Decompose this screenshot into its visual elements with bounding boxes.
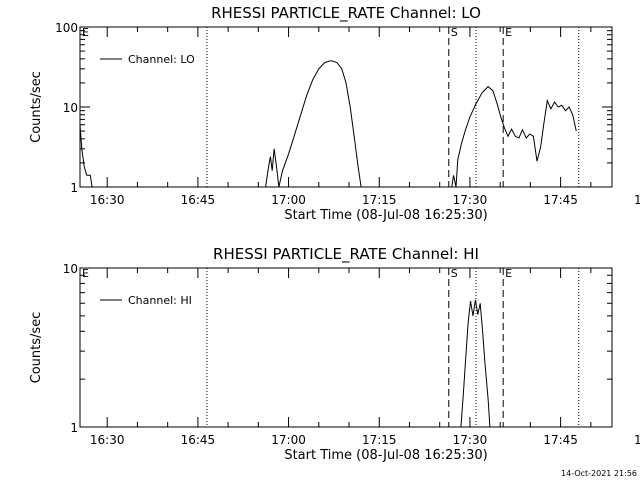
y-tick-label: 1	[70, 421, 78, 435]
footer-timestamp: 14-Oct-2021 21:56	[561, 469, 637, 478]
y-axis-label: Counts/sec	[29, 312, 44, 384]
event-marker-label: E	[505, 26, 512, 39]
x-tick-label: 17:30	[453, 433, 488, 447]
x-tick-label: 17:15	[362, 433, 397, 447]
x-axis-label: Start Time (08-Jul-08 16:25:30)	[284, 448, 487, 463]
chart-title: RHESSI PARTICLE_RATE Channel: LO	[211, 4, 481, 23]
y-tick-label: 10	[63, 262, 78, 276]
series-line-segment	[265, 148, 280, 187]
event-marker-label: S	[451, 267, 458, 280]
legend-label: Channel: LO	[128, 53, 195, 66]
x-tick-label: 16:45	[181, 433, 216, 447]
event-marker-label: E	[82, 267, 89, 280]
y-tick-label: 10	[63, 101, 78, 115]
x-tick-label: 18:00	[634, 193, 640, 207]
x-tick-label: 17:00	[271, 433, 306, 447]
x-tick-label: 17:45	[543, 433, 578, 447]
y-tick-label: 100	[55, 21, 78, 35]
x-tick-label: 17:15	[362, 193, 397, 207]
x-tick-label: 18:00	[634, 433, 640, 447]
legend-label: Channel: HI	[128, 294, 192, 307]
series-line-segment	[460, 299, 491, 427]
x-tick-label: 16:30	[90, 433, 125, 447]
x-tick-label: 17:45	[543, 193, 578, 207]
x-tick-label: 16:45	[181, 193, 216, 207]
chart-panel-1: RHESSI PARTICLE_RATE Channel: LO 1 10 100 16…	[29, 4, 640, 223]
plot-frame	[79, 267, 613, 428]
chart-title: RHESSI PARTICLE_RATE Channel: HI	[213, 245, 479, 264]
series-line-segment	[80, 124, 93, 187]
y-tick-label: 1	[70, 181, 78, 195]
x-axis-label: Start Time (08-Jul-08 16:25:30)	[284, 208, 487, 223]
series-line-segment	[451, 85, 577, 187]
event-marker-label: S	[451, 26, 458, 39]
series-line-segment	[278, 60, 362, 187]
y-axis-label: Counts/sec	[29, 71, 44, 143]
chart-panel-2: RHESSI PARTICLE_RATE Channel: HI 1 10 16:30…	[29, 245, 640, 463]
x-tick-label: 17:30	[453, 193, 488, 207]
x-tick-label: 17:00	[271, 193, 306, 207]
event-marker-label: E	[82, 26, 89, 39]
x-tick-label: 16:30	[90, 193, 125, 207]
event-marker-label: E	[505, 267, 512, 280]
